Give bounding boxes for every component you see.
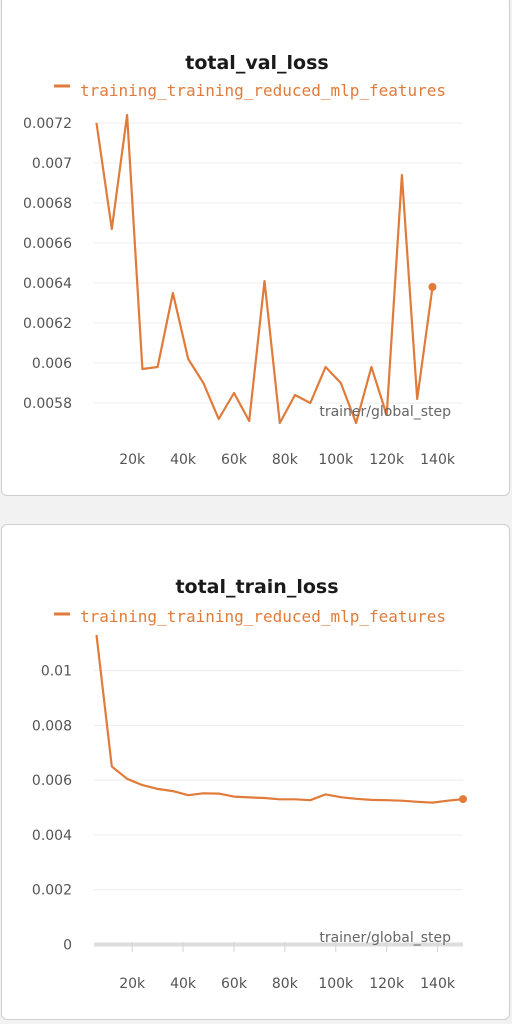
- x-tick-label: 60k: [221, 976, 248, 992]
- x-axis-label: trainer/global_step: [319, 930, 451, 946]
- y-tick-label: 0.006: [32, 773, 72, 789]
- legend-label: training_training_reduced_mlp_features: [80, 607, 446, 626]
- y-tick-label: 0.0058: [23, 396, 72, 412]
- x-tick-label: 140k: [420, 452, 456, 468]
- y-tick-label: 0.008: [32, 718, 72, 734]
- x-tick-label: 20k: [119, 452, 146, 468]
- y-tick-label: 0: [63, 938, 72, 954]
- x-tick-label: 140k: [420, 976, 456, 992]
- val-loss-panel: 0.0058 0.006 0.0062 0.0064 0.0066 0.0068 0.007…: [1, 0, 510, 496]
- train-loss-panel: 0 0.002 0.004 0.006 0.008 0.01 20k 40k 60k 80k 100…: [1, 524, 510, 1020]
- train-loss-chart: 0 0.002 0.004 0.006 0.008 0.01 20k 40k 60k 80k 100…: [32, 576, 467, 992]
- y-tick-label: 0.0062: [23, 316, 72, 332]
- x-tick-label: 60k: [221, 452, 248, 468]
- x-tick-label: 40k: [170, 452, 197, 468]
- x-tick-label: 80k: [272, 452, 299, 468]
- y-tick-label: 0.006: [32, 356, 72, 372]
- val-loss-chart: 0.0058 0.006 0.0062 0.0064 0.0066 0.0068 0.007…: [23, 52, 463, 468]
- x-tick-label: 120k: [369, 452, 405, 468]
- legend[interactable]: training_training_reduced_mlp_features: [54, 607, 446, 626]
- y-tick-label: 0.007: [32, 156, 72, 172]
- x-tick-label: 100k: [318, 976, 354, 992]
- y-tick-label: 0.0068: [23, 196, 72, 212]
- y-tick-label: 0.0066: [23, 236, 72, 252]
- y-tick-label: 0.0064: [23, 276, 72, 292]
- y-tick-label: 0.01: [41, 664, 72, 680]
- x-axis-label: trainer/global_step: [319, 404, 451, 420]
- series-endpoint: [459, 795, 467, 804]
- legend[interactable]: training_training_reduced_mlp_features: [54, 81, 446, 100]
- y-tick-label: 0.002: [32, 883, 72, 899]
- series-line: [95, 113, 434, 425]
- series-line: [95, 634, 464, 804]
- x-tick-label: 120k: [369, 976, 405, 992]
- chart-title: total_train_loss: [175, 576, 338, 598]
- y-tick-label: 0.004: [32, 828, 72, 844]
- x-tick-label: 100k: [318, 452, 354, 468]
- x-tick-label: 80k: [272, 976, 299, 992]
- chart-title: total_val_loss: [185, 52, 328, 74]
- series-endpoint: [428, 283, 437, 291]
- legend-label: training_training_reduced_mlp_features: [80, 81, 446, 100]
- x-tick-label: 20k: [119, 976, 146, 992]
- x-tick-label: 40k: [170, 976, 197, 992]
- y-tick-label: 0.0072: [23, 116, 72, 132]
